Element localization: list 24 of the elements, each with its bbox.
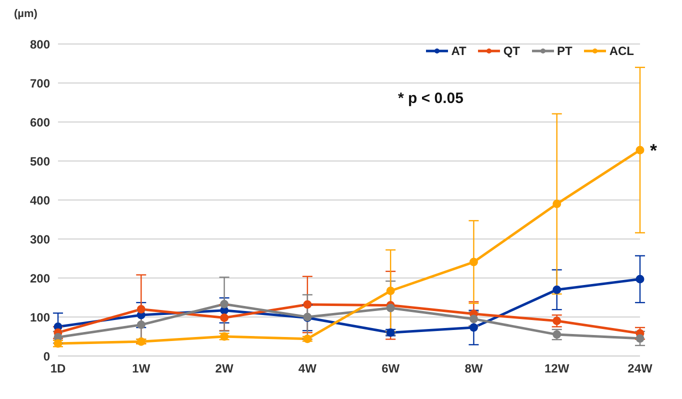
- legend-label: PT: [556, 44, 572, 58]
- x-tick-label: 8W: [464, 362, 484, 376]
- annotation: *: [650, 140, 658, 160]
- x-tick-label: 2W: [215, 362, 234, 376]
- y-tick-label: 700: [30, 76, 50, 90]
- y-tick-label: 200: [30, 271, 50, 286]
- x-tick-label: 12W: [544, 362, 570, 376]
- x-tick-label: 1D: [50, 362, 66, 376]
- x-tick-label: 6W: [382, 362, 400, 376]
- x-tick-label: 24W: [628, 362, 654, 376]
- legend-label: QT: [502, 44, 520, 58]
- annotation: * p < 0.05: [398, 90, 464, 107]
- y-tick-label: 800: [30, 37, 50, 52]
- x-tick-label: 4W: [298, 362, 318, 376]
- y-axis-title: (µm): [14, 8, 38, 20]
- y-tick-label: 0: [43, 349, 50, 364]
- y-tick-label: 600: [30, 115, 50, 130]
- legend-label: ACL: [608, 44, 634, 58]
- x-tick-label: 1W: [132, 362, 151, 376]
- legend-label: AT: [450, 44, 466, 58]
- y-tick-label: 500: [30, 154, 50, 168]
- y-tick-label: 100: [30, 310, 50, 324]
- y-tick-label: 300: [30, 232, 50, 246]
- y-tick-label: 400: [30, 193, 50, 208]
